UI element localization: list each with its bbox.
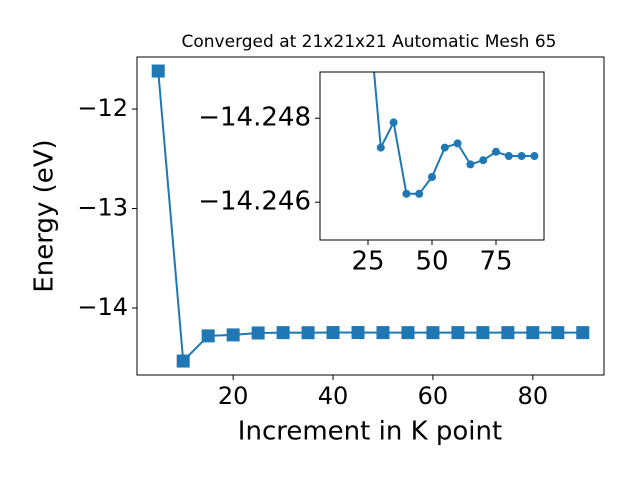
data-point (402, 189, 411, 198)
data-point (453, 139, 462, 148)
data-point (376, 143, 385, 152)
data-point (479, 156, 488, 165)
y-tick-label: −14.248 (198, 103, 311, 133)
data-point (151, 64, 165, 78)
data-point (551, 326, 565, 340)
data-point (376, 326, 390, 340)
x-tick-label: 40 (318, 382, 349, 410)
x-tick-label: 75 (479, 247, 512, 277)
y-tick-label: −13 (77, 194, 128, 222)
data-point (530, 152, 539, 160)
data-point (526, 326, 540, 340)
data-point (176, 354, 190, 368)
data-point (389, 118, 398, 127)
data-point (476, 326, 490, 340)
data-point (576, 326, 590, 340)
data-point (451, 326, 465, 340)
data-point (501, 326, 515, 340)
x-tick-label: 60 (418, 382, 449, 410)
data-point (517, 152, 526, 160)
data-point (351, 326, 365, 340)
data-point (415, 189, 424, 198)
y-axis-label: Energy (eV) (30, 139, 60, 292)
data-point (492, 147, 500, 156)
data-point (426, 326, 440, 340)
data-point (276, 326, 290, 340)
plot-content (364, 1, 539, 198)
data-point (301, 326, 315, 340)
plot-content (151, 64, 590, 368)
x-axis-label: Increment in K point (238, 417, 502, 447)
data-point (504, 152, 513, 160)
data-point (326, 326, 340, 340)
y-tick-label: −14 (77, 293, 128, 321)
data-point (401, 326, 415, 340)
x-tick-label: 50 (415, 247, 448, 277)
axes-frame (319, 71, 545, 241)
data-point (440, 143, 449, 152)
x-tick-label: 20 (218, 382, 249, 410)
y-tick-label: −12 (77, 94, 128, 122)
x-tick-label: 25 (351, 247, 384, 277)
data-point (201, 329, 215, 343)
data-point (428, 173, 436, 181)
data-point (226, 328, 240, 342)
y-tick-label: −14.246 (198, 187, 311, 217)
x-tick-label: 80 (518, 382, 549, 410)
data-point (251, 326, 265, 340)
data-point (466, 160, 475, 169)
data-point (364, 1, 372, 9)
axes-frame (136, 56, 605, 376)
chart-title: Converged at 21x21x21 Automatic Mesh 65 (182, 32, 557, 52)
